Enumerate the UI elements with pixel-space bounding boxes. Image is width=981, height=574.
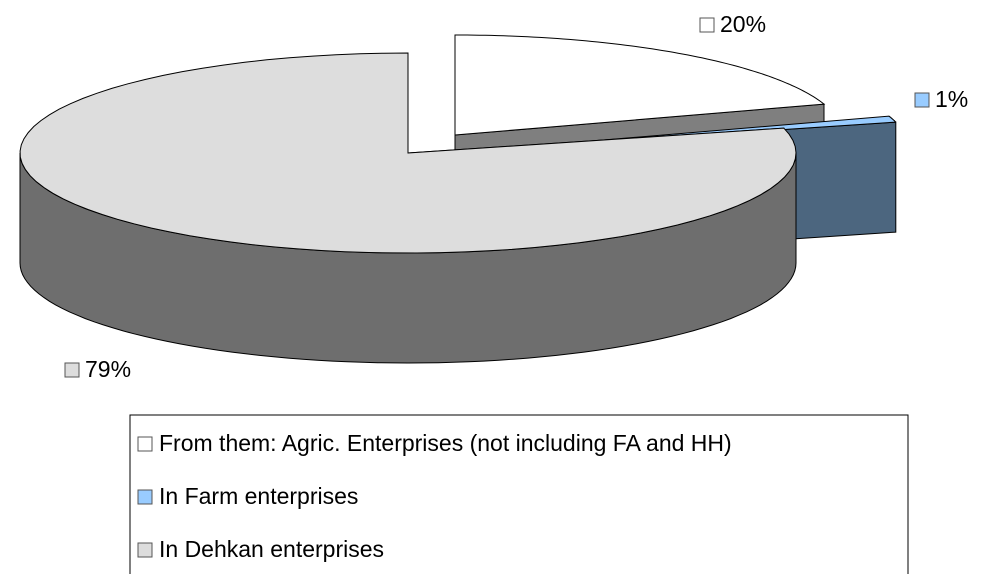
legend-label: From them: Agric. Enterprises (not inclu…	[159, 430, 732, 456]
slice-top	[454, 34, 826, 136]
legend-label: In Dehkan enterprises	[159, 536, 384, 562]
slice-top	[19, 52, 797, 254]
legend-marker	[137, 489, 153, 505]
label-marker	[64, 362, 80, 378]
data-label: 20%	[720, 11, 766, 37]
label-marker	[699, 17, 715, 33]
legend-marker	[137, 542, 153, 558]
legend-marker	[137, 436, 153, 452]
legend-label: In Farm enterprises	[159, 483, 358, 509]
label-marker	[914, 92, 930, 108]
slice	[19, 52, 797, 364]
data-label: 79%	[85, 356, 131, 382]
data-label: 1%	[935, 86, 968, 112]
legend-box	[129, 414, 909, 574]
